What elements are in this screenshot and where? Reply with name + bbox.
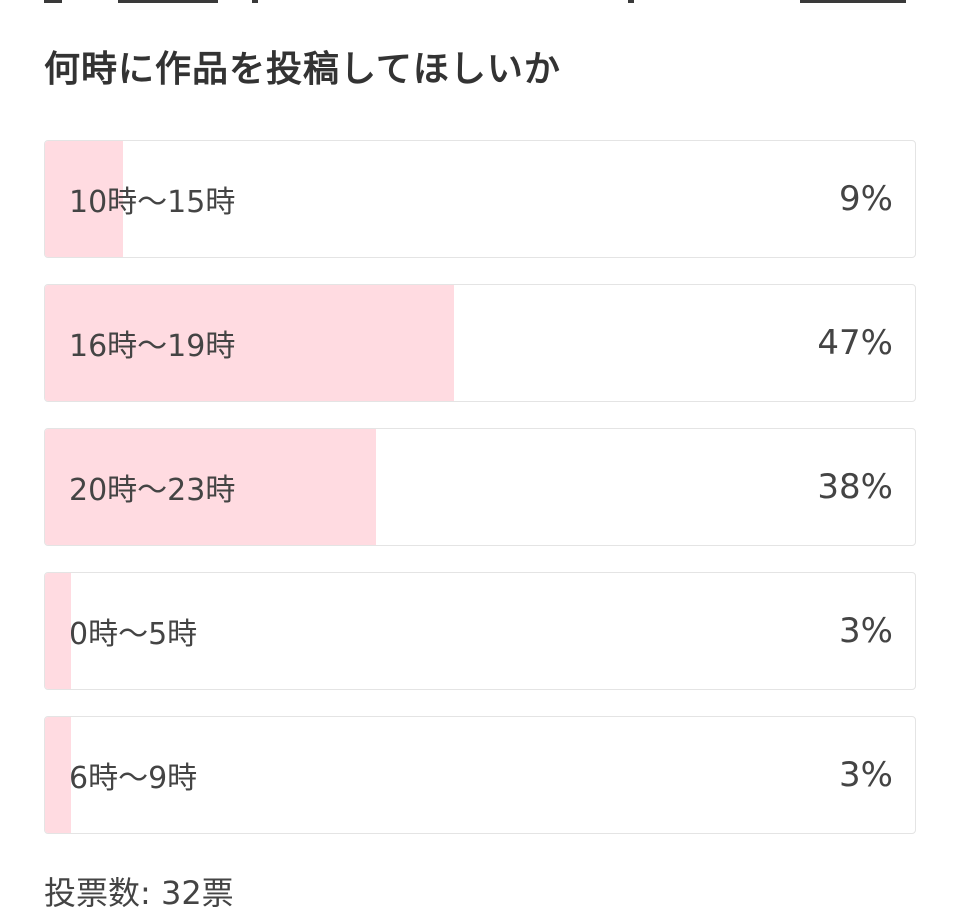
poll-option-bar — [45, 717, 72, 833]
poll-option-label: 16時〜19時 — [69, 329, 236, 364]
poll-option-6-9[interactable]: 6時〜9時 3% — [44, 716, 916, 834]
poll-option-label: 10時〜15時 — [69, 185, 236, 220]
poll-option-label: 6時〜9時 — [69, 761, 198, 796]
poll-option-bar — [45, 285, 454, 401]
poll-option-percent: 3% — [839, 755, 893, 795]
poll-option-percent: 38% — [817, 467, 893, 507]
poll-option-bar — [45, 573, 72, 689]
previous-content-edge — [0, 0, 960, 6]
poll-option-label: 0時〜5時 — [69, 617, 198, 652]
vote-count: 投票数: 32票 — [44, 874, 234, 912]
poll-option-bar — [45, 141, 124, 257]
poll-options: 10時〜15時 9% 16時〜19時 47% 20時〜23時 38% 0時〜5時… — [44, 140, 916, 860]
poll-option-16-19[interactable]: 16時〜19時 47% — [44, 284, 916, 402]
poll-option-bar — [45, 429, 376, 545]
poll-option-percent: 3% — [839, 611, 893, 651]
poll-option-percent: 9% — [839, 179, 893, 219]
poll-option-10-15[interactable]: 10時〜15時 9% — [44, 140, 916, 258]
poll-option-percent: 47% — [817, 323, 893, 363]
poll-option-20-23[interactable]: 20時〜23時 38% — [44, 428, 916, 546]
poll-title: 何時に作品を投稿してほしいか — [44, 49, 561, 90]
poll-option-0-5[interactable]: 0時〜5時 3% — [44, 572, 916, 690]
poll-option-label: 20時〜23時 — [69, 473, 236, 508]
